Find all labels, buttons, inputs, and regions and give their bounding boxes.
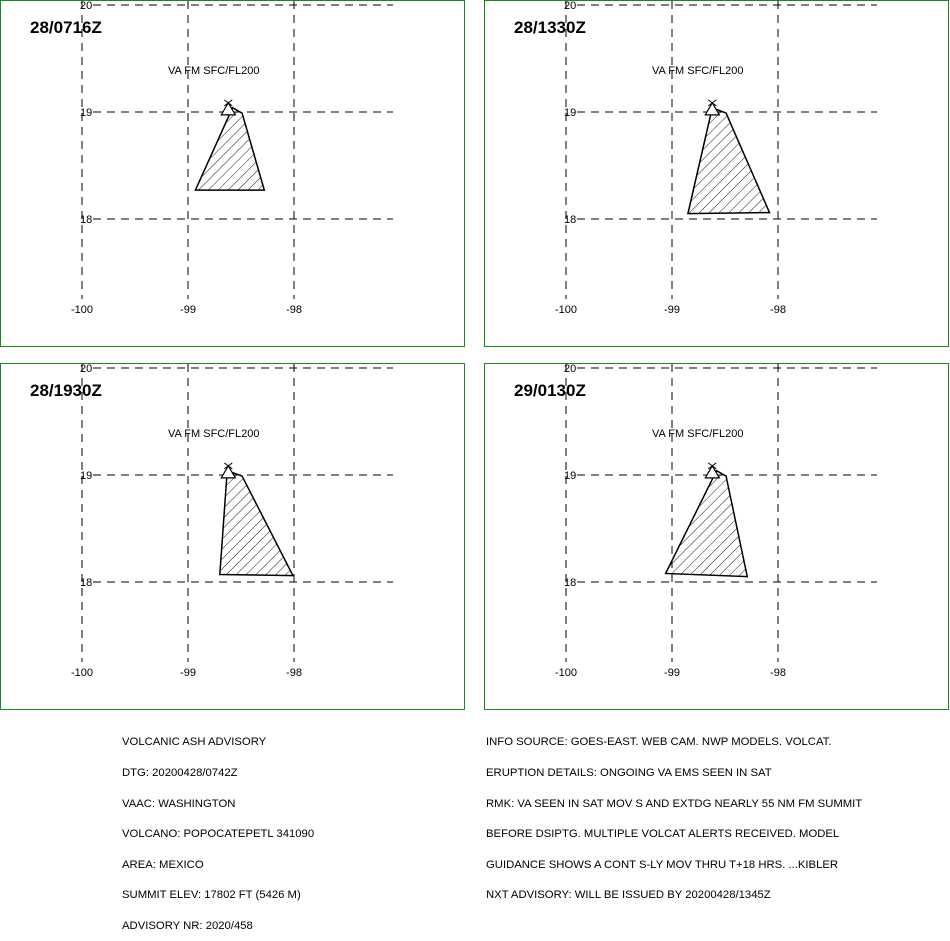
latitude-tick-label: 20 (80, 1, 92, 12)
longitude-tick-label: -100 (71, 304, 93, 316)
panel-time-label: 29/0130Z (514, 381, 586, 400)
panel-layer-label: VA FM SFC/FL200 (652, 65, 744, 77)
latitude-tick-label: 20 (80, 364, 92, 375)
ash-cloud-polygon (686, 106, 771, 215)
map-grid: 20 19 18 -100 -99 -98 (71, 364, 393, 679)
advisory-title: VOLCANIC ASH ADVISORY (122, 736, 267, 749)
longitude-tick-label: -100 (555, 304, 577, 316)
latitude-tick-label: 18 (564, 214, 576, 226)
latitude-tick-label: 19 (564, 107, 576, 119)
ash-cloud-polygon (194, 106, 266, 191)
advisory-area: AREA: MEXICO (122, 858, 204, 871)
remarks-line-1: RMK: VA SEEN IN SAT MOV S AND EXTDG NEAR… (486, 797, 863, 810)
volcano-icon (704, 462, 721, 479)
info-source: INFO SOURCE: GOES-EAST. WEB CAM. NWP MOD… (486, 736, 832, 749)
longitude-tick-label: -98 (286, 667, 302, 679)
latitude-tick-label: 19 (80, 107, 92, 119)
forecast-panel-4: 20 19 18 -100 -99 -98 29/0130Z VA FM SFC/FL20… (484, 363, 949, 710)
advisory-dtg: DTG: 20200428/0742Z (122, 767, 238, 779)
longitude-tick-label: -100 (71, 667, 93, 679)
volcano-icon (220, 99, 237, 116)
longitude-tick-label: -99 (664, 667, 680, 679)
panel-layer-label: VA FM SFC/FL200 (168, 65, 260, 77)
volcano-icon (704, 99, 721, 116)
longitude-tick-label: -98 (770, 304, 786, 316)
panel-layer-label: VA FM SFC/FL200 (168, 428, 260, 440)
map-grid: 20 19 18 -100 -99 -98 (71, 1, 393, 316)
volcano-icon (220, 462, 237, 479)
map-grid: 20 19 18 -100 -99 -98 (555, 364, 877, 679)
latitude-tick-label: 20 (564, 364, 576, 375)
map-grid: 20 19 18 -100 -99 -98 (555, 1, 877, 316)
latitude-tick-label: 19 (564, 470, 576, 482)
latitude-tick-label: 18 (80, 577, 92, 589)
ash-cloud-polygon (664, 469, 749, 578)
advisory-vaac: VAAC: WASHINGTON (122, 797, 236, 810)
advisory-remarks-block: INFO SOURCE: GOES-EAST. WEB CAM. NWP MOD… (486, 717, 862, 911)
longitude-tick-label: -100 (555, 667, 577, 679)
remarks-line-3: GUIDANCE SHOWS A CONT S-LY MOV THRU T+18… (486, 858, 839, 871)
forecast-panel-2: 20 19 18 -100 -99 -98 28/1330Z VA FM SFC/FL20… (484, 0, 949, 347)
panel-time-label: 28/0716Z (30, 18, 102, 37)
longitude-tick-label: -98 (770, 667, 786, 679)
next-advisory: NXT ADVISORY: WILL BE ISSUED BY 20200428… (486, 889, 771, 902)
forecast-panel-3: 20 19 18 -100 -99 -98 28/1930Z VA FM SFC/FL20… (0, 363, 465, 710)
remarks-line-2: BEFORE DSIPTG. MULTIPLE VOLCAT ALERTS RE… (486, 828, 840, 841)
advisory-summit-elev: SUMMIT ELEV: 17802 FT (5426 M) (122, 889, 301, 902)
advisory-number: ADVISORY NR: 2020/458 (122, 919, 253, 932)
longitude-tick-label: -99 (180, 304, 196, 316)
longitude-tick-label: -99 (180, 667, 196, 679)
longitude-tick-label: -98 (286, 304, 302, 316)
ash-cloud-polygon (218, 469, 295, 577)
latitude-tick-label: 20 (564, 1, 576, 12)
advisory-header-block: VOLCANIC ASH ADVISORY DTG: 20200428/0742… (122, 717, 314, 941)
advisory-volcano: VOLCANO: POPOCATEPETL 341090 (122, 828, 315, 841)
latitude-tick-label: 18 (80, 214, 92, 226)
eruption-details: ERUPTION DETAILS: ONGOING VA EMS SEEN IN… (486, 767, 772, 779)
latitude-tick-label: 19 (80, 470, 92, 482)
forecast-panel-1: 20 19 18 -100 -99 -98 28/0716Z VA FM SFC/FL20… (0, 0, 465, 347)
panel-layer-label: VA FM SFC/FL200 (652, 428, 744, 440)
panel-time-label: 28/1330Z (514, 18, 586, 37)
longitude-tick-label: -99 (664, 304, 680, 316)
panel-time-label: 28/1930Z (30, 381, 102, 400)
latitude-tick-label: 18 (564, 577, 576, 589)
